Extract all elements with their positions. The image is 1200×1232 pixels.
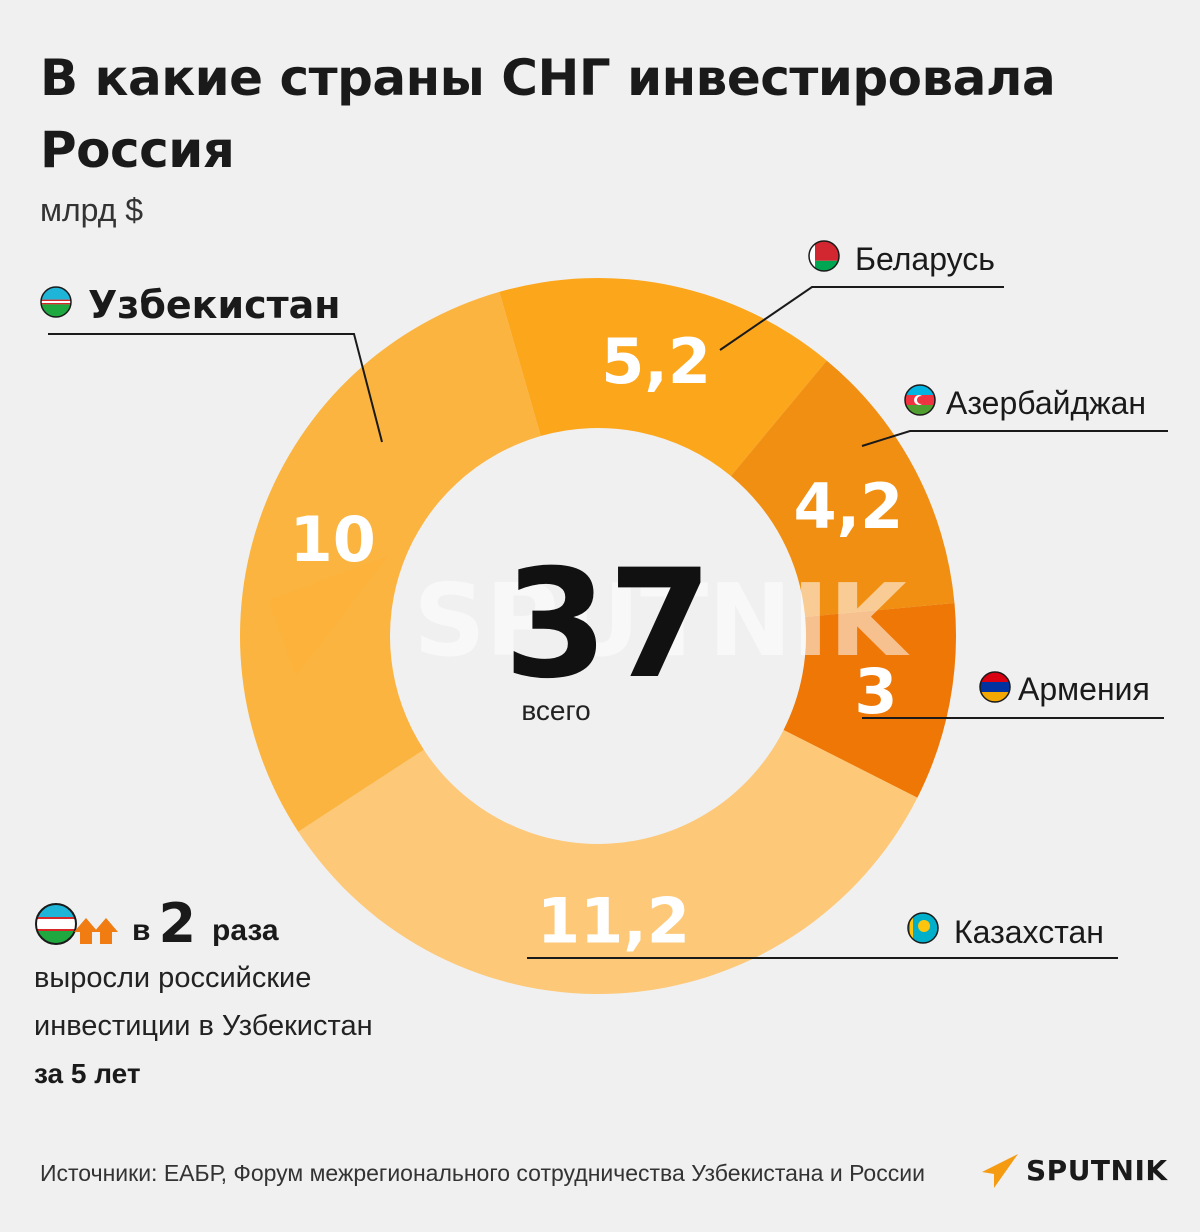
slice-value-label: 5,2: [601, 325, 711, 398]
total-label: всего: [521, 695, 590, 726]
country-label: Армения: [1018, 671, 1150, 707]
flag-icon: [808, 240, 840, 272]
country-labels: Беларусь Азербайджан Армения Казахстан Узбек…: [88, 241, 1150, 950]
total-value: 37: [504, 538, 713, 712]
flag-icon: [907, 912, 939, 944]
donut-slice: [783, 603, 956, 798]
slice-value-labels: 5,2 4,2 3 11,2 10: [290, 325, 904, 958]
callout-line-2: инвестиции в Узбекистан: [34, 1010, 373, 1042]
flag-icon: [40, 286, 72, 318]
donut-slice: [499, 277, 827, 476]
callout-value: 2: [158, 892, 197, 955]
callout-line-1: выросли российские: [34, 962, 312, 994]
donut-slice: [298, 729, 918, 994]
uzbekistan-growth-callout: в 2 раза выросли российские инвестиции в…: [34, 894, 474, 1098]
uzbekistan-up-arrows-icon: [35, 903, 118, 945]
slice-value-label: 3: [854, 655, 897, 728]
leader-lines: [48, 286, 1168, 959]
country-label: Азербайджан: [946, 385, 1146, 421]
country-label: Беларусь: [855, 241, 995, 277]
sputnik-logo-icon: [982, 1154, 1018, 1188]
callout-line-3: за 5 лет: [34, 1058, 141, 1089]
watermark-text: SPUTNIK: [413, 562, 910, 679]
donut-slice: [730, 360, 955, 617]
donut-slice: [240, 291, 541, 832]
chart-title: В какие страны СНГ инвестировала Россия: [40, 49, 1056, 179]
sputnik-logo: SPUTNIK: [980, 1150, 1168, 1190]
leader-line: [48, 333, 383, 443]
country-label: Казахстан: [954, 914, 1104, 950]
unit-label: млрд $: [40, 192, 144, 228]
country-label: Узбекистан: [88, 283, 341, 327]
brand-name: SPUTNIK: [1026, 1153, 1168, 1187]
slice-value-label: 11,2: [537, 885, 690, 958]
sputnik-watermark: SPUTNIK: [268, 556, 910, 679]
flag-icon: [979, 671, 1011, 703]
leader-line: [861, 430, 1168, 447]
leader-line: [719, 286, 1004, 351]
flag-icon: [904, 384, 936, 416]
source-note: Источники: ЕАБР, Форум межрегионального …: [40, 1160, 925, 1186]
slice-value-label: 10: [290, 503, 376, 576]
slice-value-label: 4,2: [793, 470, 903, 543]
country-flags: [40, 240, 1011, 944]
callout-prefix: в: [132, 914, 151, 947]
callout-suffix: раза: [212, 914, 279, 947]
donut-slices: [240, 277, 956, 994]
